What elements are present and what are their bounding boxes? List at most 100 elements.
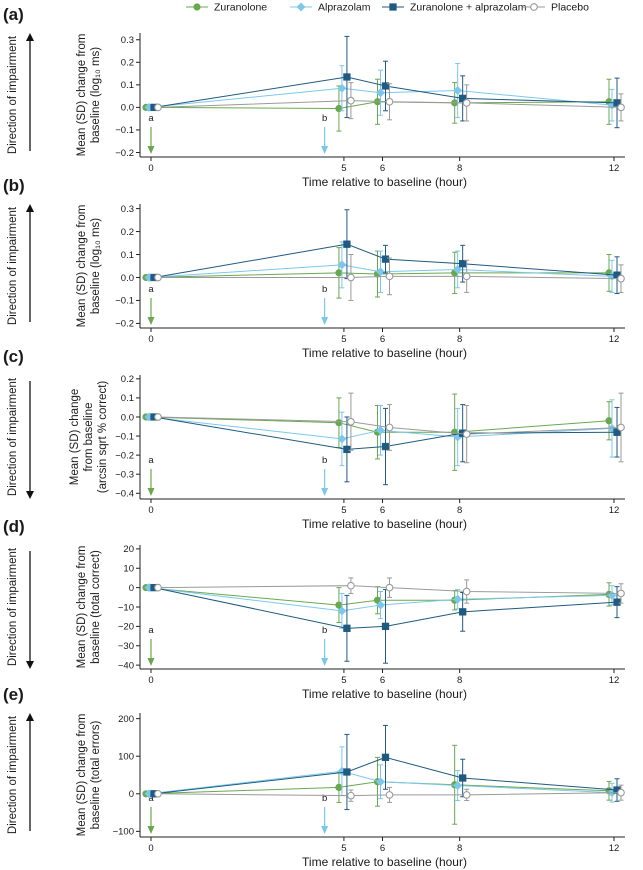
data-point-alprazolam	[337, 260, 347, 270]
y-tick-label: 200	[118, 714, 134, 725]
data-point-zuranolone	[605, 417, 613, 425]
series-combo	[150, 404, 621, 486]
y-tick-label: 0.0	[121, 273, 134, 284]
dose-marker-b-head	[321, 826, 329, 834]
x-tick-label: 5	[341, 675, 346, 686]
data-point-combo	[381, 82, 390, 90]
x-axis-label: Time relative to baseline (hour)	[302, 346, 467, 360]
x-tick-label: 12	[609, 163, 620, 174]
y-tick-label: −20	[118, 622, 134, 633]
x-tick-label: 8	[457, 843, 462, 854]
direction-label: Direction of impairment	[7, 547, 19, 666]
series-placebo	[154, 392, 625, 464]
dose-marker-b-label: b	[322, 625, 327, 636]
dose-marker-b-head	[321, 658, 329, 666]
x-tick-label: 6	[380, 334, 385, 345]
dose-marker-b-head	[321, 317, 329, 325]
panels: (a) Direction of impairment Mean (SD) chan…	[3, 5, 625, 869]
y-tick-label: −40	[118, 660, 134, 671]
data-point-placebo	[617, 274, 625, 283]
y-axis-label-line: Mean (SD) change from	[76, 34, 88, 157]
data-point-placebo	[385, 583, 394, 592]
y-tick-label: 0.2	[121, 374, 134, 385]
data-point-placebo	[385, 791, 394, 799]
dose-marker-a-head	[147, 317, 155, 325]
panel-d: (d) Direction of impairment Mean (SD) chan…	[3, 517, 625, 701]
x-tick-label: 12	[609, 675, 620, 686]
x-axis-label: Time relative to baseline (hour)	[302, 175, 467, 189]
direction-label: Direction of impairment	[7, 206, 19, 325]
panel-e: (e) Direction of impairment Mean (SD) chan…	[3, 685, 625, 869]
y-axis-label-line: baseline (log₁₀ ms)	[90, 47, 102, 143]
y-tick-label: 0.1	[121, 250, 134, 261]
x-tick-label: 5	[341, 163, 346, 174]
data-point-zuranolone	[335, 783, 343, 792]
y-tick-label: 0.1	[121, 80, 134, 91]
series-combo	[150, 35, 621, 129]
x-tick-label: 0	[148, 675, 153, 686]
data-point-alprazolam	[337, 83, 347, 93]
direction-arrow-head	[26, 661, 34, 669]
data-point-placebo	[617, 788, 625, 797]
data-point-alprazolam	[453, 780, 463, 791]
legend-item-zuranolone: Zuranolone	[186, 2, 267, 14]
x-tick-label: 12	[609, 505, 620, 516]
y-tick-label: −0.3	[115, 470, 134, 481]
legend-item-placebo: Placebo	[523, 2, 589, 14]
y-tick-label: −0.2	[115, 319, 134, 330]
data-point-combo	[459, 94, 467, 103]
data-point-placebo	[462, 791, 471, 799]
y-axis-label-line: Mean (SD) change	[69, 389, 81, 486]
data-point-combo	[343, 73, 351, 81]
data-point-alprazolam	[375, 88, 386, 98]
data-point-combo	[381, 622, 390, 631]
data-point-placebo	[617, 589, 625, 598]
y-tick-label: 100	[118, 752, 134, 763]
data-point-alprazolam	[337, 434, 347, 444]
data-point-placebo	[154, 413, 162, 421]
data-point-alprazolam	[453, 85, 463, 96]
direction-label: Direction of impairment	[7, 715, 19, 834]
data-point-zuranolone	[335, 419, 343, 427]
x-tick-label: 5	[341, 843, 346, 854]
data-point-placebo	[617, 103, 625, 112]
data-point-placebo	[462, 587, 471, 596]
x-axis-label: Time relative to baseline (hour)	[302, 517, 467, 531]
y-axis-label-line: Mean (SD) change from	[76, 714, 88, 837]
y-tick-label: 0.3	[121, 204, 134, 215]
data-point-placebo	[347, 581, 355, 590]
data-point-placebo	[617, 423, 625, 432]
direction-label: Direction of impairment	[7, 35, 19, 154]
panel-letter: (a)	[3, 5, 24, 24]
series-alprazolam	[144, 62, 617, 122]
data-point-placebo	[347, 96, 355, 105]
panel-c: (c) Direction of impairment Mean (SD) chan…	[3, 347, 625, 531]
y-tick-label: −0.1	[115, 296, 134, 307]
legend-label-combo: Zuranolone + alprazolam	[410, 2, 527, 14]
x-tick-label: 0	[148, 505, 153, 516]
y-tick-label: 0.3	[121, 35, 134, 46]
panel-letter: (d)	[3, 517, 25, 536]
data-point-combo	[613, 99, 621, 107]
panel-a: (a) Direction of impairment Mean (SD) chan…	[3, 5, 625, 189]
y-axis-label-line: (arcsin sqrt % correct)	[97, 381, 109, 494]
data-point-combo	[613, 428, 621, 436]
series-placebo	[154, 784, 625, 803]
series-alprazolam	[144, 583, 617, 629]
dose-marker-a-head	[147, 146, 155, 154]
data-point-combo	[381, 442, 390, 451]
x-tick-label: 6	[380, 163, 385, 174]
direction-arrow-head	[26, 713, 34, 721]
data-point-combo	[381, 255, 390, 263]
x-axis-label: Time relative to baseline (hour)	[302, 855, 467, 869]
x-tick-label: 8	[457, 505, 462, 516]
x-tick-label: 0	[148, 843, 153, 854]
data-point-placebo	[347, 417, 355, 426]
legend-item-combo: Zuranolone + alprazolam	[382, 2, 527, 14]
legend-marker-zuranolone	[193, 3, 201, 11]
direction-label: Direction of impairment	[7, 377, 19, 496]
series-zuranolone	[142, 744, 613, 825]
legend: Zuranolone Alprazolam Zuranolone + alprazo…	[186, 2, 589, 14]
direction-arrow-head	[26, 491, 34, 499]
